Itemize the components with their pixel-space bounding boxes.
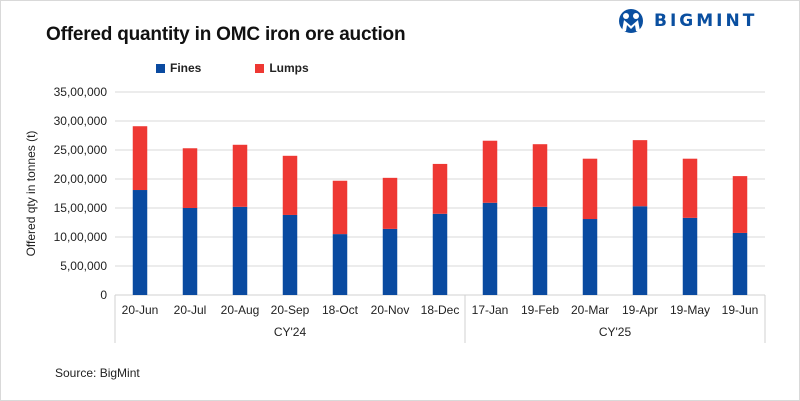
- bar-fines: [432, 213, 448, 295]
- bar-lumps: [282, 155, 298, 215]
- bar-fines: [582, 219, 598, 295]
- chart-legend: Fines Lumps: [156, 61, 363, 75]
- legend-swatch-lumps: [255, 63, 265, 73]
- bar-lumps: [232, 144, 248, 207]
- brand-name: BIGMINT: [654, 11, 758, 31]
- bar-fines: [682, 217, 698, 295]
- x-group-label: CY'25: [599, 325, 632, 339]
- x-tick-label: 20-Mar: [571, 303, 609, 317]
- y-tick-label: 5,00,000: [60, 259, 107, 273]
- bar-fines: [182, 208, 198, 295]
- bar-fines: [282, 214, 298, 295]
- y-tick-label: 10,00,000: [54, 230, 108, 244]
- x-tick-label: 20-Jul: [174, 303, 207, 317]
- bar-lumps: [332, 180, 348, 235]
- y-tick-label: 20,00,000: [54, 172, 108, 186]
- x-tick-label: 19-May: [670, 303, 710, 317]
- legend-label-lumps: Lumps: [269, 61, 309, 75]
- x-tick-label: 18-Oct: [322, 303, 359, 317]
- y-tick-label: 35,00,000: [54, 85, 108, 99]
- bar-lumps: [532, 144, 548, 207]
- y-tick-label: 30,00,000: [54, 114, 108, 128]
- bar-lumps: [732, 176, 748, 233]
- x-tick-label: 18-Dec: [421, 303, 460, 317]
- x-tick-label: 20-Jun: [122, 303, 159, 317]
- y-tick-label: 25,00,000: [54, 143, 108, 157]
- bar-fines: [732, 232, 748, 295]
- y-tick-label: 0: [100, 288, 107, 302]
- legend-item-fines: Fines: [156, 61, 201, 75]
- brand-logo: BIGMINT: [616, 8, 757, 34]
- bar-lumps: [682, 158, 698, 218]
- x-group-label: CY'24: [274, 325, 307, 339]
- bar-fines: [232, 206, 248, 295]
- y-axis-title: Offered qty in tonnes (t): [24, 131, 38, 257]
- x-tick-label: 19-Feb: [521, 303, 559, 317]
- bar-lumps: [432, 163, 448, 214]
- x-tick-label: 17-Jan: [472, 303, 509, 317]
- bar-lumps: [382, 177, 398, 229]
- x-tick-label: 20-Nov: [371, 303, 410, 317]
- bar-fines: [482, 202, 498, 295]
- legend-label-fines: Fines: [170, 61, 202, 75]
- bar-lumps: [132, 126, 148, 191]
- bar-fines: [132, 190, 148, 295]
- bar-lumps: [632, 140, 648, 207]
- bar-fines: [532, 206, 548, 295]
- chart-title: Offered quantity in OMC iron ore auction: [46, 24, 406, 45]
- bar-lumps: [582, 158, 598, 220]
- bar-lumps: [482, 140, 498, 203]
- legend-swatch-fines: [156, 63, 165, 73]
- bigmint-logo-icon: [619, 9, 643, 33]
- bar-fines: [382, 228, 398, 295]
- legend-item-lumps: Lumps: [255, 61, 309, 75]
- bar-lumps: [182, 148, 198, 208]
- bar-fines: [632, 206, 648, 295]
- x-tick-label: 20-Aug: [221, 303, 260, 317]
- x-tick-label: 19-Apr: [622, 303, 658, 317]
- x-tick-label: 19-Jun: [722, 303, 759, 317]
- source-note: Source: BigMint: [55, 366, 140, 380]
- bar-fines: [332, 234, 348, 295]
- y-tick-label: 15,00,000: [54, 201, 108, 215]
- x-tick-label: 20-Sep: [271, 303, 310, 317]
